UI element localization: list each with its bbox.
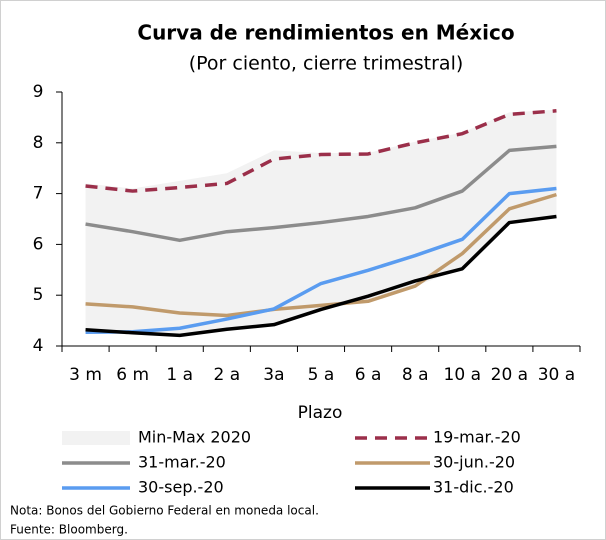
x-tick-label: 8 a <box>402 365 429 385</box>
source: Fuente: Bloomberg. <box>10 523 128 537</box>
series-line <box>85 186 557 335</box>
legend-label: Min-Max 2020 <box>138 428 251 447</box>
legend-label: 31-mar.-20 <box>138 453 226 472</box>
legend-label: 30-jun.-20 <box>433 453 515 472</box>
series-line <box>85 214 557 338</box>
series-line <box>85 144 557 243</box>
chart-title: Curva de rendimientos en México <box>137 21 514 45</box>
x-tick-label: 30 a <box>538 365 575 385</box>
x-tick-label: 6 a <box>355 365 382 385</box>
x-tick-label: 1 a <box>166 365 193 385</box>
x-tick-label: 3 m <box>69 365 102 385</box>
legend-label: 31-dic.-20 <box>433 478 514 497</box>
chart-subtitle: (Por ciento, cierre trimestral) <box>189 53 464 75</box>
x-tick-label: 2 a <box>213 365 240 385</box>
y-tick-label: 8 <box>33 133 44 153</box>
legend-swatch <box>62 431 130 445</box>
x-axis-label: Plazo <box>298 403 343 423</box>
series-line <box>85 192 557 318</box>
x-tick-label: 6 m <box>116 365 149 385</box>
x-tick-label: 20 a <box>491 365 528 385</box>
note: Nota: Bonos del Gobierno Federal en mone… <box>10 504 319 518</box>
y-tick-label: 6 <box>33 234 44 254</box>
legend-label: 19-mar.-20 <box>433 428 521 447</box>
y-tick-label: 7 <box>33 184 44 204</box>
y-tick-label: 9 <box>33 82 44 102</box>
y-tick-label: 5 <box>33 285 44 305</box>
legend-label: 30-sep.-20 <box>138 478 224 497</box>
x-tick-label: 3a <box>263 365 284 385</box>
x-tick-label: 10 a <box>444 365 481 385</box>
x-tick-label: 5 a <box>308 365 335 385</box>
y-tick-label: 4 <box>33 336 44 356</box>
series-line <box>85 109 557 193</box>
